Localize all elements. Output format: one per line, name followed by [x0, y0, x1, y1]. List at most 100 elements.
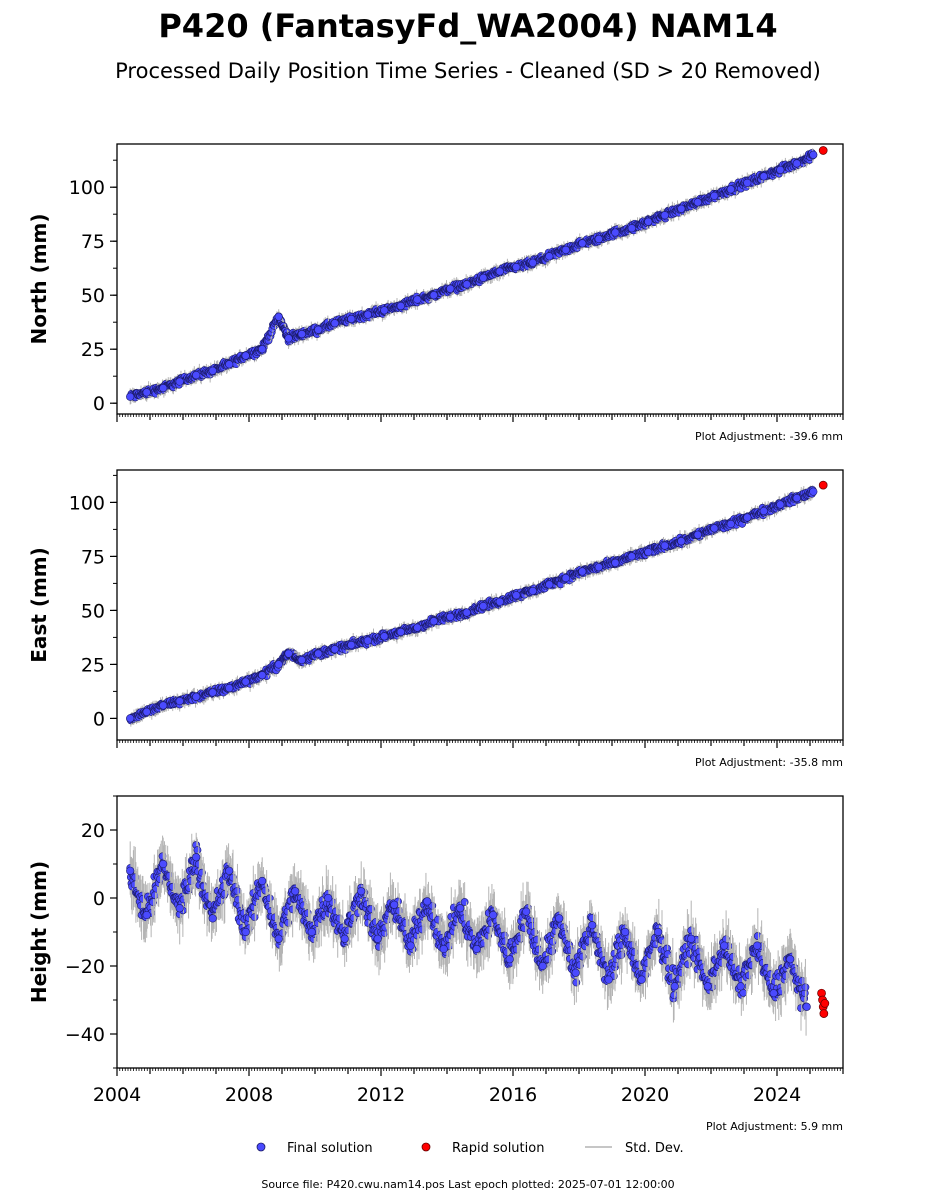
- final-solution-point: [693, 198, 702, 207]
- final-solution-point: [159, 383, 168, 393]
- final-solution-point: [479, 601, 488, 611]
- final-solution-point: [710, 191, 719, 200]
- y-tick-label: 25: [81, 339, 105, 361]
- final-solution-point: [545, 252, 554, 261]
- final-solution-point: [193, 846, 202, 855]
- final-solution-point: [710, 524, 719, 533]
- east-plot-area: [126, 480, 828, 727]
- east-panel: 0 25 50 75 100 East (mm) Plot Adjustment: -35.…: [27, 469, 844, 769]
- final-solution-point: [611, 558, 620, 567]
- final-solution-point: [726, 185, 735, 194]
- y-tick-label: 0: [93, 708, 105, 730]
- final-solution-point: [363, 636, 372, 645]
- final-solution-point: [297, 329, 306, 339]
- final-solution-point: [446, 284, 455, 293]
- final-solution-point: [743, 178, 752, 187]
- north-plot-adjustment: Plot Adjustment: -39.6 mm: [695, 430, 843, 443]
- final-solution-point: [776, 500, 785, 509]
- final-solution-point: [241, 351, 250, 360]
- final-solution-point: [528, 258, 537, 267]
- final-solution-point: [528, 586, 537, 596]
- final-solution-point: [462, 608, 471, 617]
- final-solution-point: [208, 366, 217, 375]
- final-solution-point: [462, 280, 471, 289]
- final-solution-point: [241, 677, 250, 686]
- final-solution-point: [429, 617, 438, 626]
- final-solution-point: [284, 334, 293, 343]
- final-solution-point: [561, 573, 570, 583]
- final-solution-point: [512, 263, 521, 272]
- final-solution-point: [776, 165, 785, 175]
- final-solution-point: [396, 301, 405, 311]
- final-solution-point: [660, 541, 669, 550]
- final-solution-point: [495, 597, 504, 606]
- final-solution-point: [126, 714, 135, 723]
- final-solution-point: [561, 245, 570, 254]
- final-solution-point: [142, 388, 151, 397]
- final-solution-point: [446, 612, 455, 621]
- final-solution-point: [627, 224, 636, 233]
- final-solution-point: [594, 563, 603, 572]
- final-solution-point: [192, 692, 201, 701]
- final-solution-point: [258, 671, 267, 680]
- final-solution-point: [578, 239, 587, 248]
- final-solution-point: [792, 159, 801, 168]
- final-solution-point: [611, 228, 620, 237]
- final-solution-point: [594, 234, 603, 244]
- final-solution-point: [220, 889, 229, 898]
- final-solution-point: [495, 267, 504, 276]
- final-solution-point: [192, 371, 201, 380]
- final-solution-point: [545, 580, 554, 589]
- final-solution-point: [726, 519, 735, 529]
- final-solution-point: [158, 852, 167, 861]
- final-solution-point: [809, 150, 818, 159]
- height-point-cloud: [126, 832, 810, 1036]
- final-solution-point: [792, 493, 801, 503]
- final-solution-point: [644, 217, 653, 226]
- final-solution-point: [759, 506, 768, 516]
- y-tick-label: 75: [81, 231, 105, 253]
- final-solution-point: [233, 887, 242, 895]
- y-tick-label: 50: [81, 285, 105, 307]
- y-tick-label: 50: [81, 600, 105, 622]
- final-solution-point: [396, 627, 405, 637]
- final-solution-point: [429, 291, 438, 300]
- final-solution-point: [644, 547, 653, 557]
- y-tick-label: 75: [81, 546, 105, 568]
- final-solution-point: [347, 640, 356, 650]
- final-solution-point: [274, 660, 283, 669]
- final-solution-point: [347, 314, 356, 324]
- chart-title: P420 (FantasyFd_WA2004) NAM14: [158, 7, 777, 45]
- final-solution-point: [159, 701, 168, 710]
- final-solution-point: [413, 295, 422, 304]
- final-solution-point: [274, 312, 283, 321]
- y-tick-label: 0: [93, 393, 105, 415]
- final-solution-point: [258, 345, 267, 354]
- final-solution-point: [809, 487, 818, 496]
- final-solution-point: [330, 645, 339, 654]
- final-solution-point: [314, 325, 323, 334]
- final-solution-point: [225, 684, 234, 693]
- final-solution-point: [627, 552, 636, 561]
- final-solution-point: [175, 697, 184, 706]
- final-solution-point: [363, 310, 372, 319]
- y-tick-label: 25: [81, 654, 105, 676]
- final-solution-point: [479, 273, 488, 283]
- y-tick-label: 100: [69, 177, 105, 199]
- y-tick-label: 100: [69, 492, 105, 514]
- final-solution-point: [660, 211, 669, 220]
- final-solution-point: [743, 513, 752, 522]
- final-solution-point: [250, 913, 259, 922]
- final-solution-point: [693, 530, 702, 539]
- final-solution-point: [677, 537, 686, 546]
- final-solution-point: [284, 649, 293, 658]
- final-solution-point: [126, 392, 135, 401]
- rapid-solution-point: [818, 480, 828, 490]
- chart-subtitle: Processed Daily Position Time Series - C…: [115, 59, 821, 83]
- final-solution-point: [208, 688, 217, 697]
- rapid-solution-point: [818, 146, 828, 155]
- north-plot-area: [126, 146, 828, 405]
- north-y-axis-label: North (mm): [27, 213, 51, 344]
- final-solution-point: [142, 707, 151, 717]
